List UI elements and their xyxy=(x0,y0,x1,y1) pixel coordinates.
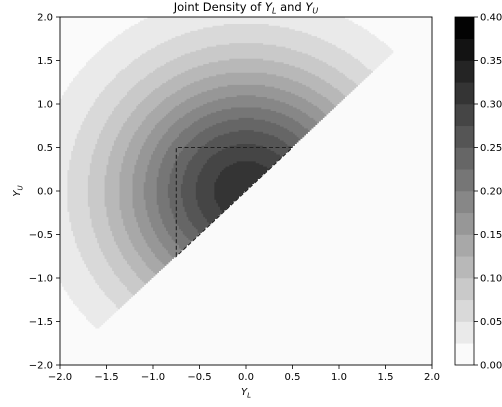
x-tick-label: −2.0 xyxy=(48,372,72,383)
colorbar: 0.00 0.05 0.10 0.15 0.20 0.25 0.30 0.35 0.40 xyxy=(455,13,502,372)
x-tick-label: −0.5 xyxy=(187,372,211,383)
colorbar-tick-label: 0.10 xyxy=(480,274,502,285)
x-axis-label: YL xyxy=(241,387,251,400)
colorbar-band-9 xyxy=(455,148,474,170)
x-tick-label: 2.0 xyxy=(424,372,440,383)
chart-title: Joint Density of YL and YU xyxy=(173,0,319,16)
y-tick-label: 1.5 xyxy=(37,56,53,67)
colorbar-tick-label: 0.05 xyxy=(480,317,502,328)
colorbar-band-6 xyxy=(455,213,474,235)
y-tick-label: −2.0 xyxy=(29,361,53,372)
y-axis: −2.0 −1.5 −1.0 −0.5 0.0 0.5 1.0 1.5 2.0 xyxy=(29,13,60,372)
y-tick-label: −1.0 xyxy=(29,274,53,285)
x-tick-label: −1.0 xyxy=(141,372,165,383)
y-axis-label: YU xyxy=(12,185,25,196)
x-tick-label: −1.5 xyxy=(94,372,118,383)
colorbar-tick-label: 0.20 xyxy=(480,187,502,198)
colorbar-band-0 xyxy=(455,343,474,365)
y-tick-label: 2.0 xyxy=(37,13,53,24)
x-tick-label: 0.5 xyxy=(285,372,301,383)
y-tick-label: −0.5 xyxy=(29,230,53,241)
y-tick-label: 1.0 xyxy=(37,100,53,111)
colorbar-tick-label: 0.35 xyxy=(480,56,502,67)
colorbar-band-14 xyxy=(455,39,474,61)
colorbar-tick-label: 0.00 xyxy=(480,361,502,372)
y-tick-label: 0.0 xyxy=(37,187,53,198)
colorbar-band-12 xyxy=(455,82,474,104)
colorbar-tick-label: 0.30 xyxy=(480,100,502,111)
colorbar-band-5 xyxy=(455,235,474,257)
colorbar-tick-label: 0.40 xyxy=(480,13,502,24)
x-tick-label: 1.5 xyxy=(378,372,394,383)
colorbar-band-8 xyxy=(455,169,474,191)
colorbar-band-2 xyxy=(455,300,474,322)
colorbar-tick-label: 0.25 xyxy=(480,143,502,154)
colorbar-band-3 xyxy=(455,278,474,300)
x-axis: −2.0 −1.5 −1.0 −0.5 0.0 0.5 1.0 1.5 2.0 xyxy=(48,365,440,383)
colorbar-band-11 xyxy=(455,104,474,126)
colorbar-band-10 xyxy=(455,126,474,148)
colorbar-band-4 xyxy=(455,256,474,278)
y-tick-label: 0.5 xyxy=(37,143,53,154)
colorbar-tick-label: 0.15 xyxy=(480,230,502,241)
colorbar-band-7 xyxy=(455,191,474,213)
y-tick-label: −1.5 xyxy=(29,317,53,328)
colorbar-band-1 xyxy=(455,322,474,344)
x-tick-label: 0.0 xyxy=(238,372,254,383)
x-tick-label: 1.0 xyxy=(331,372,347,383)
colorbar-band-15 xyxy=(455,17,474,39)
colorbar-band-13 xyxy=(455,61,474,83)
